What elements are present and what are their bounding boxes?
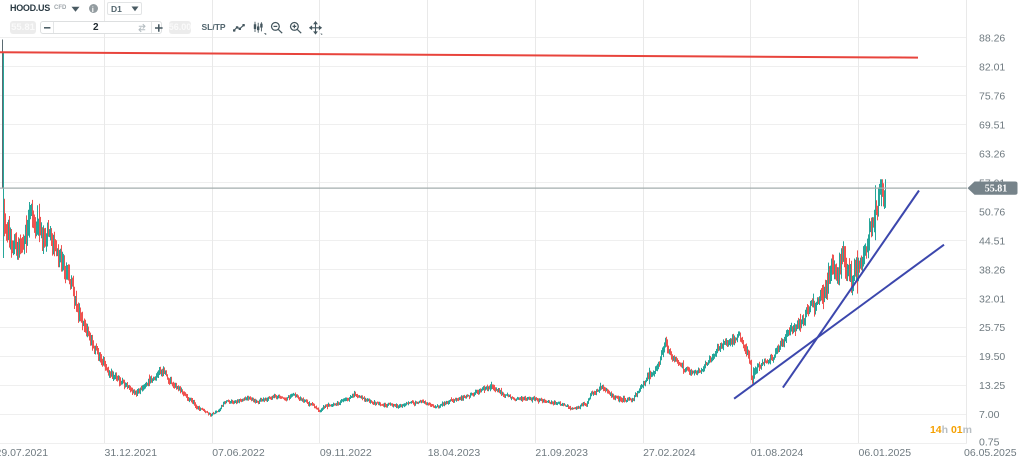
svg-text:38.26: 38.26	[979, 264, 1005, 276]
svg-text:82.01: 82.01	[979, 62, 1005, 74]
svg-text:32.01: 32.01	[979, 293, 1005, 305]
svg-text:7.00: 7.00	[979, 409, 1000, 421]
svg-text:07.06.2022: 07.06.2022	[212, 447, 265, 459]
svg-text:14h 01m: 14h 01m	[930, 424, 972, 436]
svg-text:44.51: 44.51	[979, 235, 1005, 247]
svg-text:25.75: 25.75	[979, 322, 1005, 334]
svg-text:13.25: 13.25	[979, 380, 1005, 392]
svg-text:63.26: 63.26	[979, 149, 1005, 161]
svg-text:06.01.2025: 06.01.2025	[859, 447, 912, 459]
svg-text:01.08.2024: 01.08.2024	[751, 447, 804, 459]
svg-text:0.75: 0.75	[979, 437, 1000, 449]
svg-text:09.11.2022: 09.11.2022	[320, 447, 372, 459]
svg-text:29.07.2021: 29.07.2021	[0, 447, 48, 459]
svg-text:19.50: 19.50	[979, 351, 1005, 363]
svg-text:69.51: 69.51	[979, 120, 1005, 132]
svg-text:50.76: 50.76	[979, 206, 1005, 218]
svg-text:75.76: 75.76	[979, 91, 1005, 103]
svg-text:06.05.2025: 06.05.2025	[964, 447, 1017, 459]
svg-text:55.81: 55.81	[985, 184, 1008, 195]
svg-text:21.09.2023: 21.09.2023	[535, 447, 588, 459]
svg-text:18.04.2023: 18.04.2023	[428, 447, 481, 459]
svg-text:88.26: 88.26	[979, 33, 1005, 45]
svg-text:27.02.2024: 27.02.2024	[643, 447, 696, 459]
svg-text:31.12.2021: 31.12.2021	[105, 447, 158, 459]
